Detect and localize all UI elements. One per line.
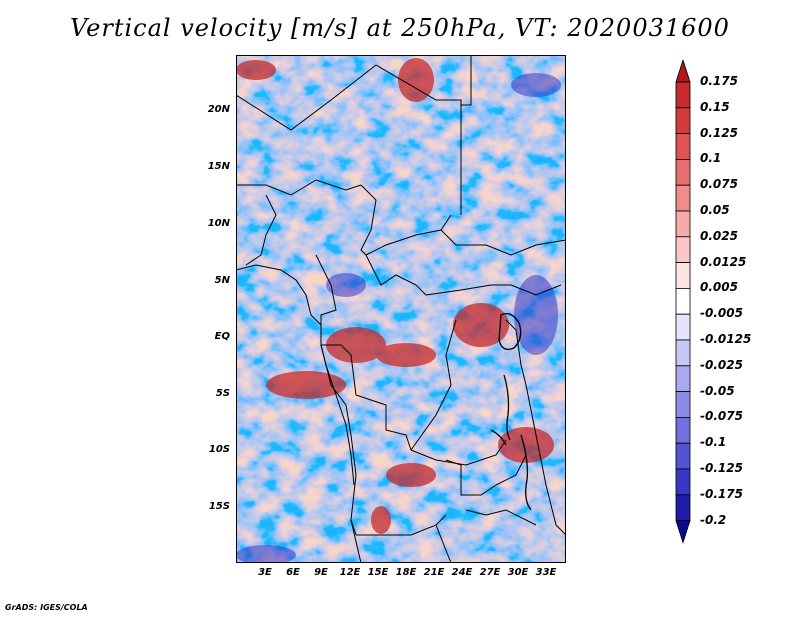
lon-label-9e: 9E (314, 567, 328, 578)
colorbar-bottom-triangle (675, 520, 691, 544)
colorbar (675, 60, 691, 544)
lat-label-5n: 5N (214, 275, 230, 286)
colorbar-label: 0.0125 (700, 254, 747, 269)
colorbar-segment (675, 287, 691, 315)
colorbar-label: 0.025 (700, 228, 738, 243)
colorbar-segment (675, 107, 691, 134)
colorbar-label: 0.175 (700, 74, 738, 88)
colorbar-segment (675, 262, 691, 289)
country-borders (236, 55, 566, 563)
colorbar-label: 0.005 (700, 280, 738, 295)
colorbar-label: -0.125 (700, 461, 743, 475)
colorbar-label: -0.025 (700, 357, 743, 372)
lon-label-3e: 3E (258, 567, 272, 578)
colorbar-segment (675, 159, 691, 186)
colorbar-label: -0.075 (700, 409, 743, 424)
lon-label-24e: 24E (451, 567, 473, 578)
lon-label-30e: 30E (507, 567, 529, 578)
lat-label-15s: 15S (208, 501, 230, 512)
lat-label-15n: 15N (207, 161, 230, 172)
colorbar-label: 0.075 (700, 177, 738, 192)
page-title: Vertical velocity [m/s] at 250hPa, VT: 2… (70, 14, 730, 42)
colorbar-segment (675, 339, 691, 367)
colorbar-label: 0.05 (700, 203, 730, 217)
colorbar-label: -0.175 (700, 486, 743, 501)
colorbar-segment (675, 416, 691, 444)
colorbar-segment (675, 184, 691, 212)
colorbar-label: 0.1 (700, 151, 722, 166)
lon-label-18e: 18E (395, 567, 417, 578)
lat-label-eq: EQ (214, 331, 230, 342)
grads-credit: GrADS: IGES/COLA (5, 603, 88, 612)
colorbar-segment (675, 313, 691, 341)
lon-label-12e: 12E (339, 567, 361, 578)
lat-label-10n: 10N (207, 218, 230, 229)
colorbar-label: -0.05 (700, 383, 735, 398)
lat-label-20n: 20N (207, 104, 230, 115)
downdraft-patches (236, 73, 561, 563)
colorbar-label: -0.005 (700, 306, 743, 321)
vertical-velocity-field-map (236, 55, 566, 563)
lon-label-33e: 33E (535, 567, 557, 578)
lon-label-27e: 27E (479, 567, 501, 578)
colorbar-label: 0.15 (700, 99, 730, 114)
lon-label-15e: 15E (367, 567, 389, 578)
colorbar-segment (675, 81, 691, 109)
colorbar-label: 0.125 (700, 125, 738, 140)
colorbar-label: -0.2 (700, 512, 727, 527)
colorbar-segment (675, 236, 691, 264)
lon-label-6e: 6E (286, 567, 300, 578)
lat-label-5s: 5S (215, 388, 230, 399)
map-frame (236, 55, 566, 563)
colorbar-segment (675, 442, 691, 470)
colorbar-segment (675, 494, 691, 521)
coastline (236, 264, 355, 486)
lon-label-21e: 21E (423, 567, 445, 578)
colorbar-segment (675, 133, 691, 160)
colorbar-segment (675, 468, 691, 496)
colorbar-label: -0.0125 (700, 332, 752, 346)
lake-outlines (490, 312, 532, 511)
colorbar-segment (675, 210, 691, 238)
map-panel (236, 55, 566, 563)
colorbar-segment (675, 365, 691, 392)
lat-label-10s: 10S (208, 444, 230, 455)
colorbar-top-triangle (675, 60, 691, 83)
colorbar-label: -0.1 (700, 435, 727, 450)
colorbar-segment (675, 391, 691, 418)
